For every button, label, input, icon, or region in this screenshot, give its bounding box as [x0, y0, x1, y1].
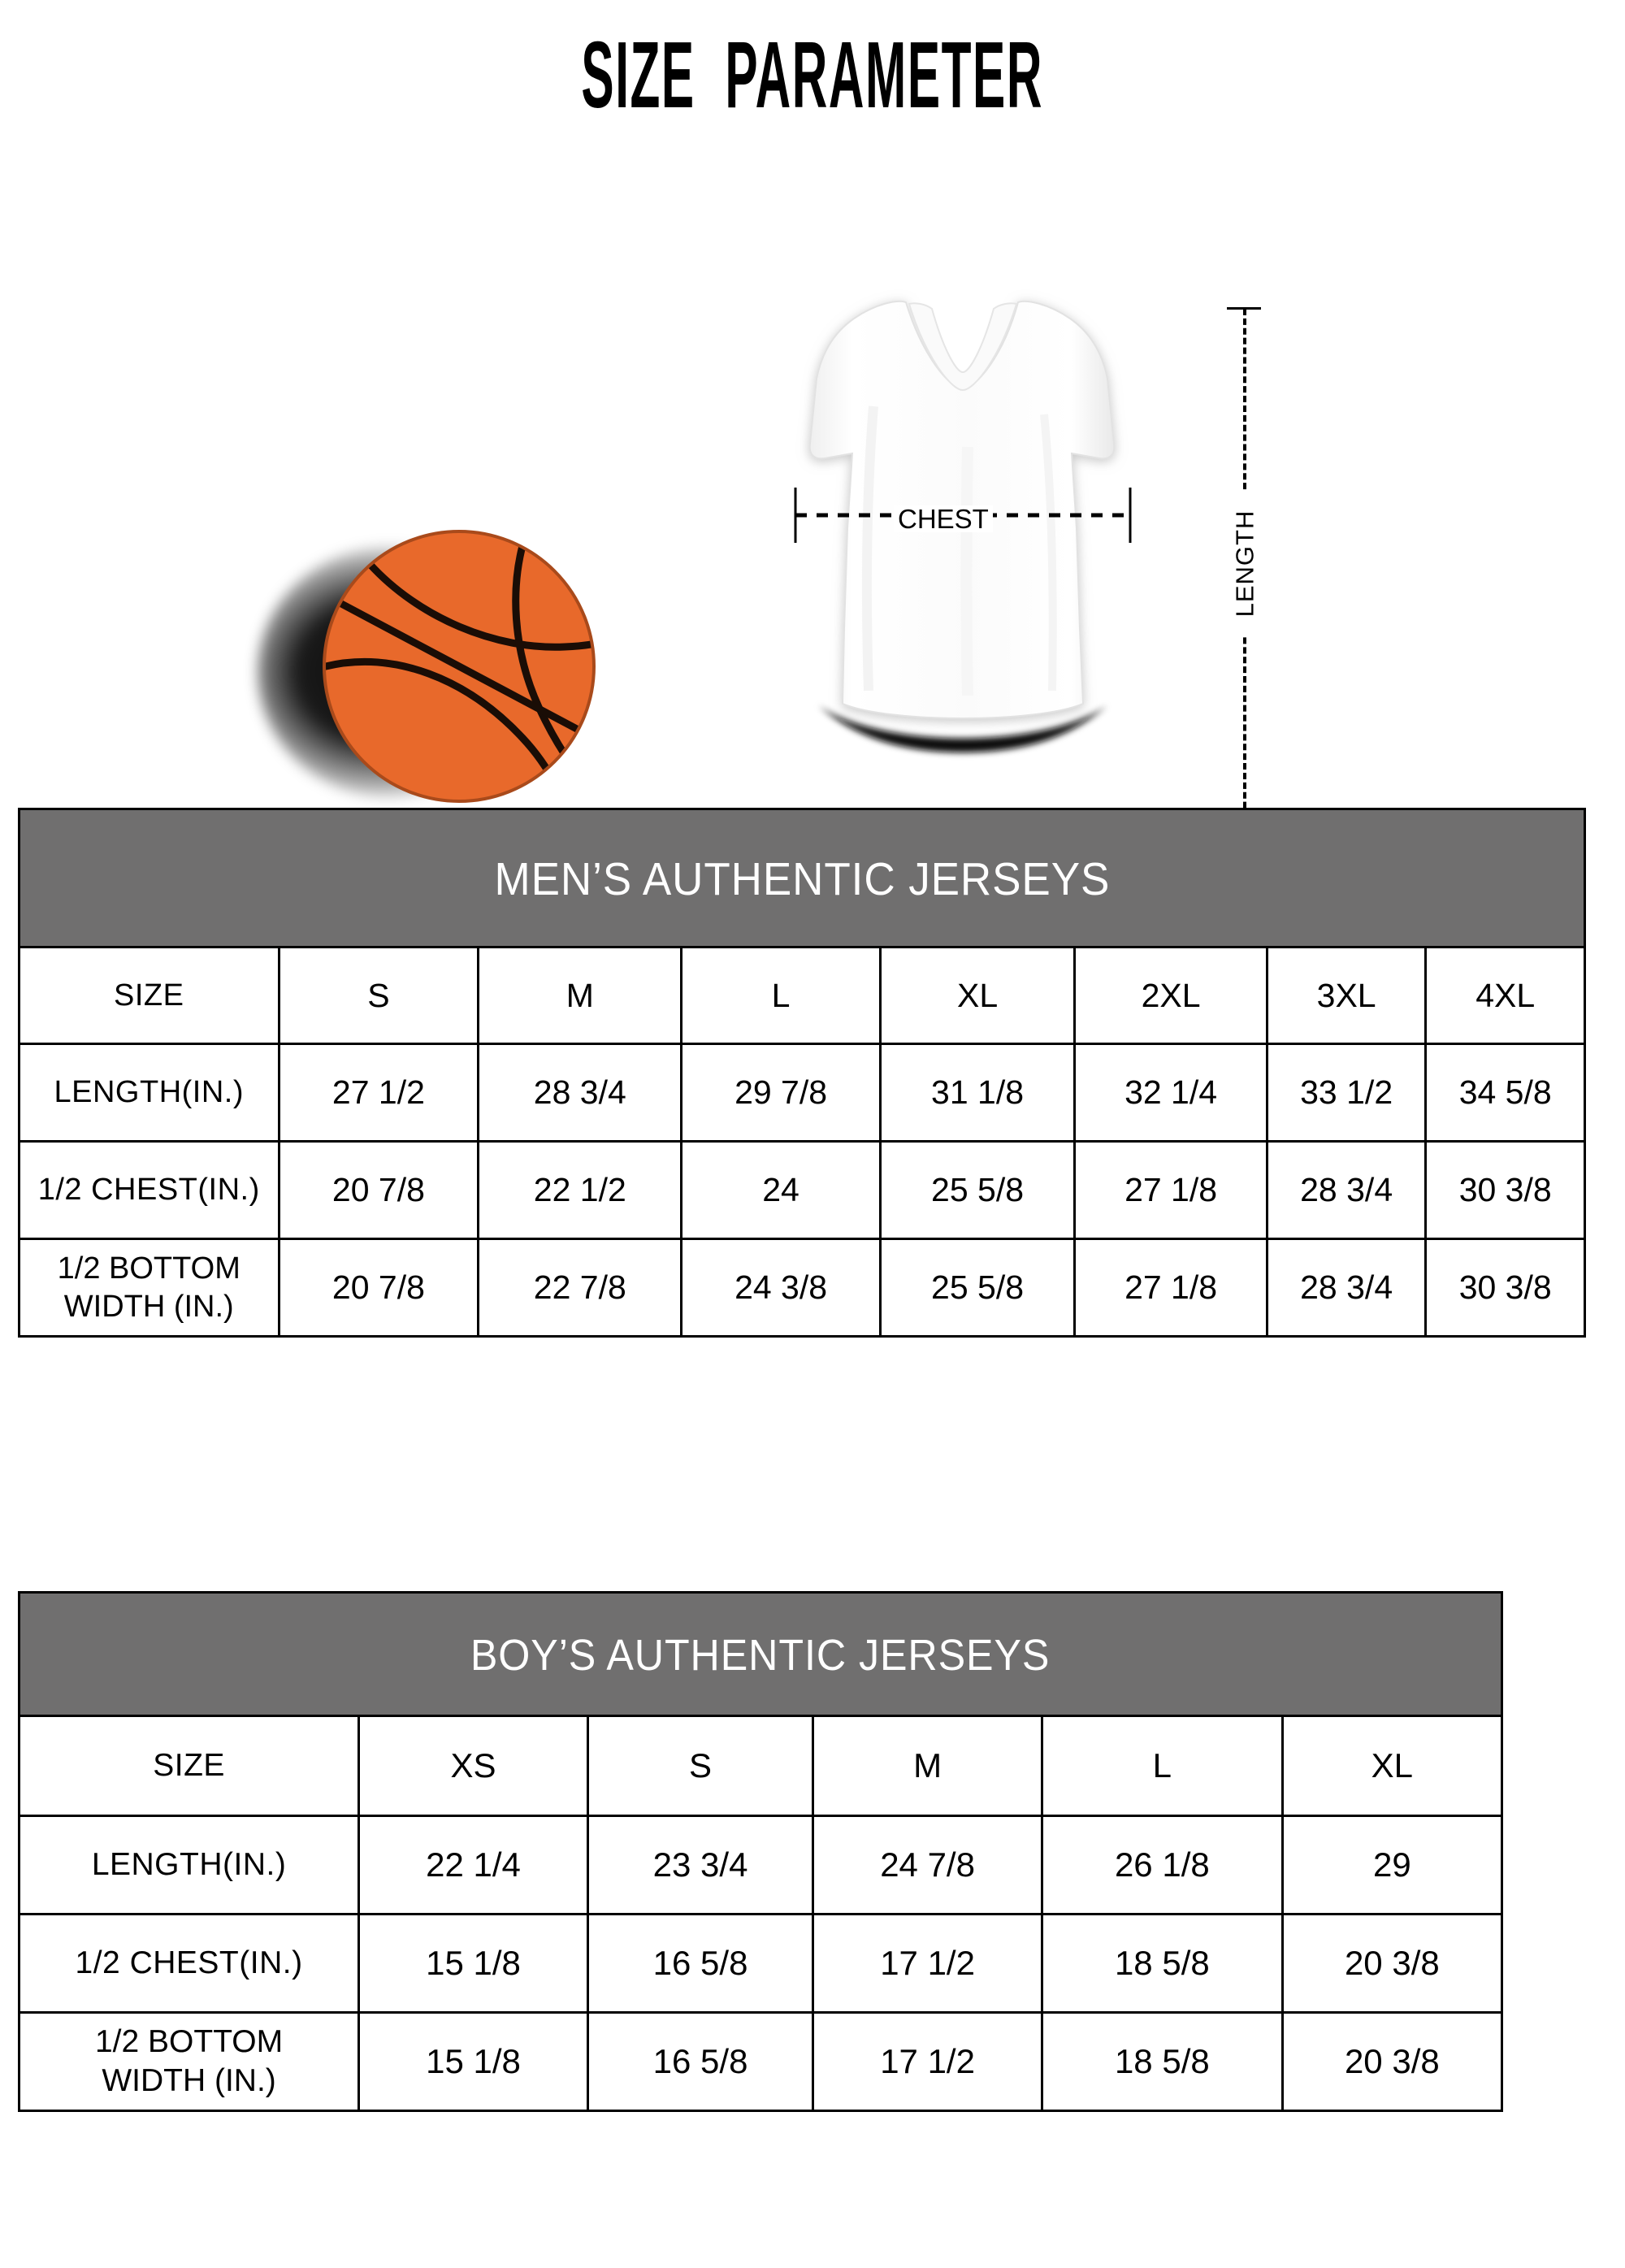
row-label-line-1: 1/2 BOTTOM — [94, 2024, 284, 2060]
cell-length-xl: 29 — [1280, 1815, 1504, 1915]
row-label-half-chest: 1/2 CHEST(IN.) — [17, 1913, 361, 2014]
table-row: 1/2 CHEST(IN.) 15 1/8 16 5/8 17 1/2 18 5… — [17, 1913, 1504, 2014]
table-header-row: SIZE S M L XL 2XL 3XL 4XL — [18, 946, 1586, 1045]
cell-chest-4xl: 30 3/8 — [1424, 1140, 1586, 1240]
cell-bottom-4xl: 30 3/8 — [1424, 1238, 1586, 1338]
cell-length-l: 29 7/8 — [680, 1043, 882, 1143]
cell-length-m: 24 7/8 — [812, 1815, 1043, 1915]
column-header-s: S — [277, 946, 480, 1045]
row-label-half-chest: 1/2 CHEST(IN.) — [18, 1140, 280, 1240]
chest-dimension-line — [794, 488, 1132, 543]
column-header-m: M — [477, 946, 683, 1045]
illustration-area: CHEST LENGTH — [0, 122, 1625, 868]
boys-table-band: BOY’S AUTHENTIC JERSEYS — [18, 1591, 1503, 1715]
length-dimension-line: LENGTH — [1219, 307, 1268, 868]
cell-bottom-l: 18 5/8 — [1041, 2011, 1284, 2112]
cell-chest-m: 17 1/2 — [812, 1913, 1043, 2014]
cell-length-4xl: 34 5/8 — [1424, 1043, 1586, 1143]
cell-chest-3xl: 28 3/4 — [1265, 1140, 1428, 1240]
cell-bottom-xl: 20 3/8 — [1280, 2011, 1504, 2112]
column-header-l: L — [1041, 1715, 1284, 1817]
cell-length-s: 27 1/2 — [277, 1043, 480, 1143]
cell-chest-xl: 25 5/8 — [878, 1140, 1077, 1240]
column-header-xl: XL — [1280, 1715, 1504, 1817]
boys-size-table-block: BOY’S AUTHENTIC JERSEYS SIZE XS S M L XL… — [17, 1591, 1504, 2112]
mens-table-title: MEN’S AUTHENTIC JERSEYS — [494, 853, 1110, 905]
boys-table-title: BOY’S AUTHENTIC JERSEYS — [470, 1631, 1051, 1680]
cell-length-xl: 31 1/8 — [878, 1043, 1077, 1143]
cell-chest-xs: 15 1/8 — [358, 1913, 589, 2014]
cell-chest-l: 24 — [680, 1140, 882, 1240]
cell-length-2xl: 32 1/4 — [1073, 1043, 1268, 1143]
basketball-graphic — [323, 530, 596, 803]
page-header: SIZE PARAMETER — [0, 0, 1625, 122]
cell-bottom-3xl: 28 3/4 — [1265, 1238, 1428, 1338]
table-row: LENGTH(IN.) 27 1/2 28 3/4 29 7/8 31 1/8 … — [18, 1043, 1586, 1143]
cell-bottom-m: 22 7/8 — [477, 1238, 683, 1338]
cell-chest-s: 20 7/8 — [277, 1140, 480, 1240]
column-header-l: L — [680, 946, 882, 1045]
row-label-line-2: WIDTH (IN.) — [63, 1289, 234, 1324]
table-row: 1/2 CHEST(IN.) 20 7/8 22 1/2 24 25 5/8 2… — [18, 1140, 1586, 1240]
boys-size-table: SIZE XS S M L XL LENGTH(IN.) 22 1/4 23 3… — [17, 1715, 1504, 2112]
column-header-xl: XL — [878, 946, 1077, 1045]
column-header-size: SIZE — [18, 946, 280, 1045]
row-label-half-bottom-width: 1/2 BOTTOM WIDTH (IN.) — [18, 1238, 280, 1338]
page-title: SIZE PARAMETER — [581, 22, 1044, 128]
row-label-length: LENGTH(IN.) — [17, 1815, 361, 1915]
cell-length-3xl: 33 1/2 — [1265, 1043, 1428, 1143]
cell-bottom-2xl: 27 1/8 — [1073, 1238, 1268, 1338]
table-row: LENGTH(IN.) 22 1/4 23 3/4 24 7/8 26 1/8 … — [17, 1815, 1504, 1915]
column-header-2xl: 2XL — [1073, 946, 1268, 1045]
table-row: 1/2 BOTTOM WIDTH (IN.) 15 1/8 16 5/8 17 … — [17, 2011, 1504, 2112]
length-cap-top — [1227, 307, 1261, 310]
chest-measurement-label: CHEST — [894, 505, 993, 532]
row-label-line-1: 1/2 BOTTOM — [57, 1251, 240, 1286]
column-header-4xl: 4XL — [1424, 946, 1586, 1045]
column-header-3xl: 3XL — [1265, 946, 1428, 1045]
mens-table-band: MEN’S AUTHENTIC JERSEYS — [18, 808, 1586, 946]
basketball-icon — [258, 528, 597, 804]
row-label-line-2: WIDTH (IN.) — [102, 2063, 276, 2098]
cell-bottom-s: 16 5/8 — [586, 2011, 815, 2112]
cell-length-xs: 22 1/4 — [358, 1815, 589, 1915]
mens-size-table-block: MEN’S AUTHENTIC JERSEYS SIZE S M L XL 2X… — [18, 808, 1586, 1338]
cell-chest-m: 22 1/2 — [477, 1140, 683, 1240]
column-header-size: SIZE — [17, 1715, 361, 1817]
cell-bottom-xl: 25 5/8 — [878, 1238, 1077, 1338]
cell-bottom-m: 17 1/2 — [812, 2011, 1043, 2112]
row-label-half-bottom-width: 1/2 BOTTOM WIDTH (IN.) — [17, 2011, 361, 2112]
cell-bottom-s: 20 7/8 — [277, 1238, 480, 1338]
mens-size-table: SIZE S M L XL 2XL 3XL 4XL LENGTH(IN.) 27… — [18, 946, 1586, 1338]
cell-chest-s: 16 5/8 — [586, 1913, 815, 2014]
cell-bottom-xs: 15 1/8 — [358, 2011, 589, 2112]
length-measurement-label: LENGTH — [1228, 490, 1261, 637]
cell-chest-l: 18 5/8 — [1041, 1913, 1284, 2014]
cell-bottom-l: 24 3/8 — [680, 1238, 882, 1338]
row-label-length: LENGTH(IN.) — [18, 1043, 280, 1143]
table-row: 1/2 BOTTOM WIDTH (IN.) 20 7/8 22 7/8 24 … — [18, 1238, 1586, 1338]
column-header-m: M — [812, 1715, 1043, 1817]
cell-length-m: 28 3/4 — [477, 1043, 683, 1143]
column-header-xs: XS — [358, 1715, 589, 1817]
cell-length-l: 26 1/8 — [1041, 1815, 1284, 1915]
cell-length-s: 23 3/4 — [586, 1815, 815, 1915]
cell-chest-2xl: 27 1/8 — [1073, 1140, 1268, 1240]
column-header-s: S — [586, 1715, 815, 1817]
table-header-row: SIZE XS S M L XL — [17, 1715, 1504, 1817]
jersey-icon — [776, 284, 1150, 772]
cell-chest-xl: 20 3/8 — [1280, 1913, 1504, 2014]
